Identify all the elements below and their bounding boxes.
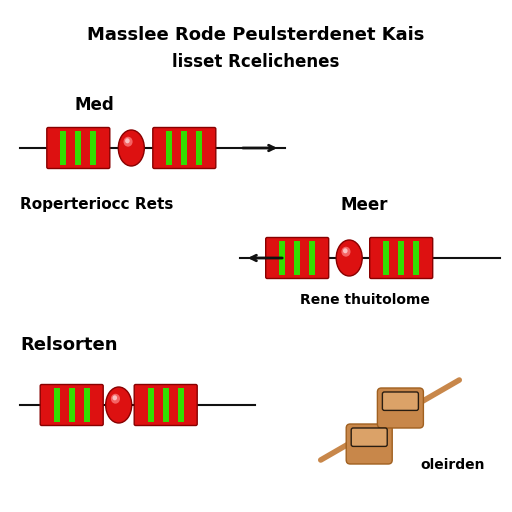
Text: lisset Rcelichenes: lisset Rcelichenes xyxy=(173,53,339,71)
Bar xyxy=(75,131,81,165)
Bar xyxy=(166,131,173,165)
FancyBboxPatch shape xyxy=(351,428,387,446)
FancyBboxPatch shape xyxy=(382,392,418,411)
Ellipse shape xyxy=(123,137,133,146)
Bar xyxy=(309,241,315,275)
Ellipse shape xyxy=(113,395,117,400)
Bar xyxy=(69,388,75,422)
Text: Meer: Meer xyxy=(340,196,388,214)
Bar xyxy=(60,131,66,165)
Text: Roperteriocc Rets: Roperteriocc Rets xyxy=(20,198,174,212)
FancyBboxPatch shape xyxy=(370,238,433,279)
FancyBboxPatch shape xyxy=(40,385,103,425)
Bar xyxy=(279,241,285,275)
Bar xyxy=(163,388,168,422)
Bar xyxy=(294,241,300,275)
Bar xyxy=(383,241,389,275)
Bar xyxy=(90,131,96,165)
Ellipse shape xyxy=(343,248,348,253)
Text: Relsorten: Relsorten xyxy=(20,336,117,354)
Ellipse shape xyxy=(111,394,120,403)
FancyBboxPatch shape xyxy=(377,388,423,428)
Bar xyxy=(83,388,90,422)
Text: Masslee Rode Peulsterdenet Kais: Masslee Rode Peulsterdenet Kais xyxy=(88,26,424,44)
Bar xyxy=(413,241,419,275)
Ellipse shape xyxy=(125,138,130,143)
Bar xyxy=(147,388,154,422)
FancyBboxPatch shape xyxy=(346,424,392,464)
Ellipse shape xyxy=(336,240,362,276)
FancyBboxPatch shape xyxy=(134,385,197,425)
Ellipse shape xyxy=(105,387,132,423)
Bar xyxy=(181,131,187,165)
FancyBboxPatch shape xyxy=(266,238,329,279)
Text: Med: Med xyxy=(75,96,115,114)
Ellipse shape xyxy=(118,130,144,166)
Text: oleirden: oleirden xyxy=(420,458,484,472)
FancyBboxPatch shape xyxy=(47,127,110,168)
Ellipse shape xyxy=(342,247,351,257)
Bar xyxy=(178,388,184,422)
Text: Rene thuitolome: Rene thuitolome xyxy=(300,293,430,307)
Bar xyxy=(196,131,202,165)
Bar xyxy=(54,388,60,422)
FancyBboxPatch shape xyxy=(153,127,216,168)
Bar xyxy=(398,241,404,275)
